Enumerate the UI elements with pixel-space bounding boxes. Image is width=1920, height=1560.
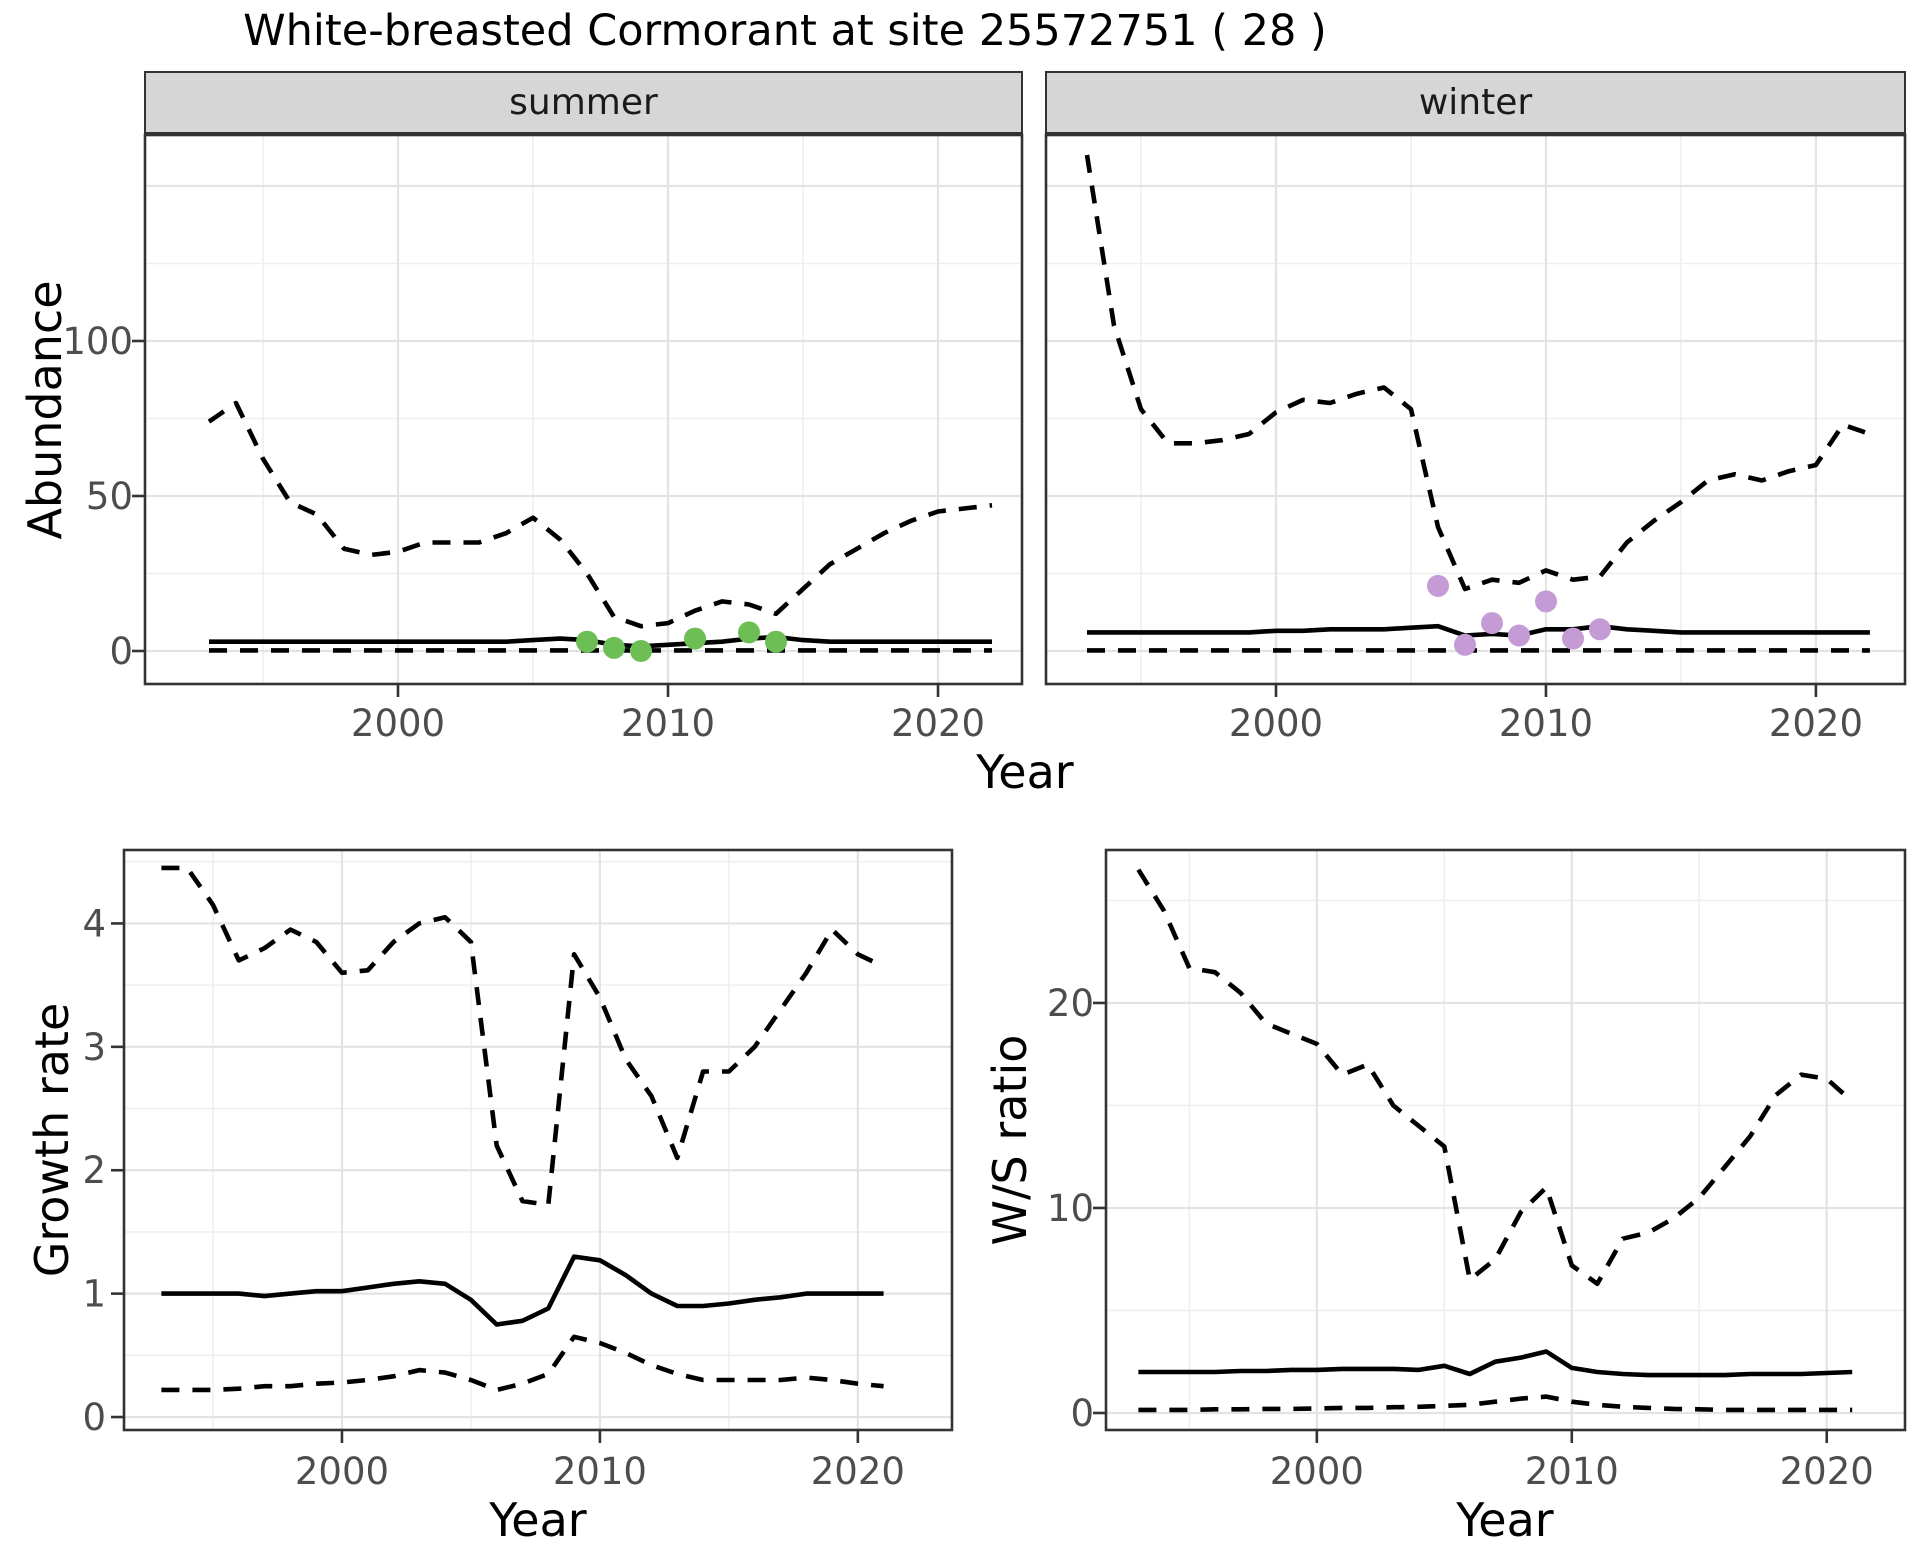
winter-observation-point: [1454, 633, 1476, 656]
growth-median-line: [161, 1254, 884, 1327]
y-axis-tick-label: 50: [86, 475, 133, 518]
panel-border-ws: [1104, 848, 1907, 1432]
chart-title: White-breasted Cormorant at site 2557275…: [243, 6, 1327, 56]
x-axis-tick-label: 2020: [891, 702, 985, 745]
x-axis-tick-label: 2010: [553, 1450, 647, 1493]
x-axis-tick-label: 2020: [1769, 702, 1863, 745]
panel-bg-winter: [1046, 135, 1905, 684]
panel-border-winter: [1044, 133, 1907, 686]
y-axis-title-growth-rate: Growth rate: [25, 1002, 79, 1278]
y-axis-tick-label: 0: [82, 1396, 106, 1439]
y-axis-tick-label: 20: [1047, 982, 1094, 1025]
summer-observation-point: [603, 636, 625, 659]
winter-observation-point: [1508, 624, 1530, 647]
x-axis-tick-label: 2010: [1499, 702, 1593, 745]
x-axis-title-year-top: Year: [976, 745, 1074, 799]
y-axis-tick-label: 0: [109, 630, 133, 673]
y-axis-tick-label: 0: [1070, 1392, 1094, 1435]
y-axis-tick-label: 10: [1047, 1187, 1094, 1230]
winter-observation-point: [1562, 627, 1584, 650]
summer-observation-point: [738, 621, 760, 644]
winter-observation-point: [1481, 612, 1503, 635]
y-axis-tick-label: 2: [82, 1149, 106, 1192]
summer-observation-point: [765, 630, 787, 653]
x-axis-tick-label: 2000: [1229, 702, 1323, 745]
panel-border-growth: [122, 848, 954, 1432]
x-axis-tick-label: 2010: [621, 702, 715, 745]
winter-observation-point: [1427, 574, 1449, 597]
summer-observation-point: [576, 630, 598, 653]
summer-observation-point: [684, 627, 706, 650]
y-axis-tick-label: 4: [82, 902, 106, 945]
x-axis-tick-label: 2020: [1780, 1450, 1874, 1493]
y-axis-tick-label: 3: [82, 1026, 106, 1069]
winter-observation-point: [1588, 618, 1611, 641]
ws-lower_ci-line: [1138, 1394, 1853, 1413]
x-axis-tick-label: 2020: [811, 1450, 905, 1493]
facet-strip-summer: summer: [144, 71, 1023, 134]
x-axis-tick-label: 2000: [351, 702, 445, 745]
ws-upper_ci-line: [1136, 868, 1854, 1287]
growth-lower_ci-line: [161, 1334, 884, 1393]
y-axis-tick-label: 1: [82, 1273, 106, 1316]
y-axis-title-abundance: Abundance: [18, 280, 72, 540]
panel-bg-summer: [145, 135, 1022, 684]
y-axis-tick-label: 100: [62, 320, 133, 363]
x-axis-tick-label: 2000: [295, 1450, 389, 1493]
summer-observation-point: [630, 640, 652, 662]
strip-label-winter: winter: [1418, 82, 1533, 123]
winter-upper_ci-line: [1084, 154, 1871, 592]
x-axis-title-year-bottom-left: Year: [489, 1493, 587, 1547]
panel-bg-ws: [1106, 850, 1905, 1430]
growth-upper_ci-line: [161, 865, 885, 1208]
x-axis-tick-label: 2000: [1270, 1450, 1364, 1493]
summer-median-line: [209, 634, 992, 649]
y-axis-title-ws-ratio: W/S ratio: [983, 1034, 1037, 1246]
x-axis-title-year-bottom-right: Year: [1456, 1493, 1554, 1547]
panel-bg-growth: [124, 850, 952, 1430]
winter-observation-point: [1535, 590, 1557, 613]
facet-strip-winter: winter: [1045, 71, 1906, 134]
strip-label-summer: summer: [509, 82, 658, 123]
panel-border-summer: [143, 133, 1024, 686]
winter-median-line: [1087, 623, 1870, 638]
x-axis-tick-label: 2010: [1525, 1450, 1619, 1493]
ws-median-line: [1138, 1349, 1853, 1378]
